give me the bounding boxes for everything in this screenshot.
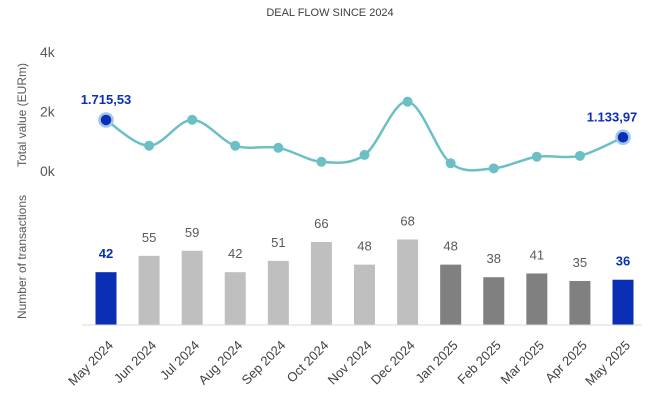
transaction-bar — [483, 277, 505, 325]
line-point — [273, 142, 284, 153]
line-y-ticks: 0k 2k 4k — [40, 44, 56, 179]
transaction-bar — [224, 272, 246, 325]
bar-data-label: 35 — [573, 255, 587, 270]
x-tick-label: Dec 2024 — [368, 338, 418, 388]
x-tick-label: Oct 2024 — [284, 338, 332, 386]
transaction-bar — [181, 250, 203, 325]
line-point-highlight — [98, 112, 114, 128]
bar-data-label: 48 — [443, 239, 457, 254]
transaction-bar — [310, 241, 332, 325]
x-tick-label: Feb 2025 — [454, 338, 503, 387]
bar-data-label: 59 — [185, 225, 199, 240]
x-tick-label: Jun 2024 — [111, 338, 159, 386]
line-point — [359, 149, 370, 160]
line-y-axis-label: Total value (EURm) — [15, 63, 29, 167]
line-point — [402, 96, 413, 107]
transaction-bar — [267, 260, 289, 325]
transaction-bar — [569, 280, 591, 325]
transaction-bar — [95, 272, 117, 325]
transaction-bars — [95, 239, 634, 325]
transaction-bar — [354, 264, 375, 325]
line-y-tick-label: 0k — [40, 163, 56, 179]
line-point-highlight — [615, 129, 631, 146]
transaction-bar — [612, 279, 634, 325]
x-tick-label: Sep 2024 — [238, 338, 288, 388]
line-point — [488, 163, 499, 174]
x-tick-label: Jan 2025 — [412, 338, 460, 386]
line-point — [316, 156, 327, 167]
line-point-data-label: 1.715,53 — [81, 92, 132, 107]
line-points — [98, 96, 631, 174]
x-tick-label: Mar 2025 — [498, 338, 547, 387]
x-tick-label: Nov 2024 — [325, 338, 375, 388]
transaction-bar — [526, 273, 548, 325]
bar-y-axis-label: Number of transactions — [15, 195, 29, 319]
bar-data-label: 41 — [530, 247, 544, 262]
line-panel: Total value (EURm) 0k 2k 4k 1.715,53 1.133,… — [15, 44, 637, 179]
bar-data-label: 48 — [357, 239, 371, 254]
transaction-bar — [440, 264, 462, 325]
bar-data-label: 42 — [228, 246, 242, 261]
x-tick-label: Aug 2024 — [195, 338, 245, 388]
chart-title: DEAL FLOW SINCE 2024 — [266, 7, 393, 19]
bar-data-label: 51 — [271, 235, 285, 250]
line-point — [531, 151, 542, 162]
line-point — [230, 140, 241, 151]
x-tick-label: May 2025 — [582, 338, 633, 389]
total-value-line — [105, 100, 624, 172]
bar-data-label: 42 — [99, 246, 113, 261]
bar-data-label: 38 — [487, 251, 501, 266]
line-point-labels: 1.715,53 1.133,97 — [81, 92, 638, 124]
bar-data-labels: 42 55 59 42 51 66 48 68 48 38 41 35 36 — [99, 213, 630, 270]
line-point — [445, 158, 456, 169]
bar-data-label: 66 — [314, 216, 328, 231]
line-point — [574, 150, 585, 161]
bar-data-label: 68 — [400, 213, 414, 228]
line-point-data-label: 1.133,97 — [587, 109, 638, 124]
x-tick-label: May 2024 — [65, 338, 116, 389]
transaction-bar — [138, 255, 160, 325]
bar-data-label: 36 — [616, 254, 630, 269]
line-point — [187, 114, 198, 125]
line-point — [144, 140, 155, 151]
line-y-tick-label: 4k — [40, 44, 56, 60]
transaction-bar — [397, 239, 419, 325]
line-y-tick-label: 2k — [40, 104, 56, 120]
bar-data-label: 55 — [142, 230, 156, 245]
